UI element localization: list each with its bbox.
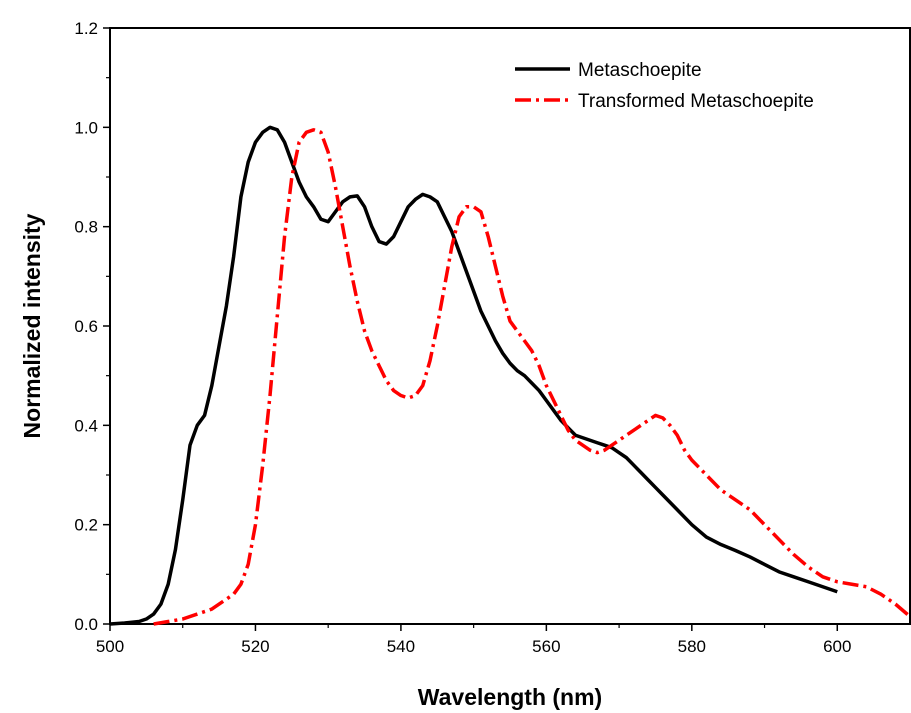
x-tick-label: 500	[96, 637, 124, 656]
x-tick-label: 560	[532, 637, 560, 656]
x-axis-title: Wavelength (nm)	[418, 684, 602, 710]
x-axis-ticks	[109, 624, 839, 631]
y-tick-label: 0.6	[74, 317, 98, 336]
y-tick-label: 0.0	[74, 615, 98, 634]
x-tick-label: 520	[241, 637, 269, 656]
y-axis-ticks	[103, 27, 110, 625]
y-tick-label: 1.2	[74, 19, 98, 38]
x-tick-label: 540	[387, 637, 415, 656]
legend: Metaschoepite Transformed Metaschoepite	[515, 60, 814, 112]
y-axis-tick-labels: 0.0 0.2 0.4 0.6 0.8 1.0 1.2	[74, 19, 98, 634]
legend-label-metaschoepite: Metaschoepite	[578, 60, 702, 81]
x-axis-tick-labels: 500 520 540 560 580 600	[96, 637, 852, 656]
y-tick-label: 1.0	[74, 118, 98, 137]
plot-frame	[109, 27, 911, 625]
y-tick-label: 0.2	[74, 516, 98, 535]
series-layer	[109, 125, 911, 626]
series-line-transformed-metaschoepite	[153, 128, 911, 626]
legend-label-transformed-metaschoepite: Transformed Metaschoepite	[578, 91, 814, 112]
series-line-metaschoepite	[109, 125, 838, 626]
x-tick-label: 600	[823, 637, 851, 656]
y-tick-label: 0.4	[74, 416, 98, 435]
y-axis-title: Normalized intensity	[19, 213, 45, 438]
x-tick-label: 580	[678, 637, 706, 656]
y-tick-label: 0.8	[74, 218, 98, 237]
